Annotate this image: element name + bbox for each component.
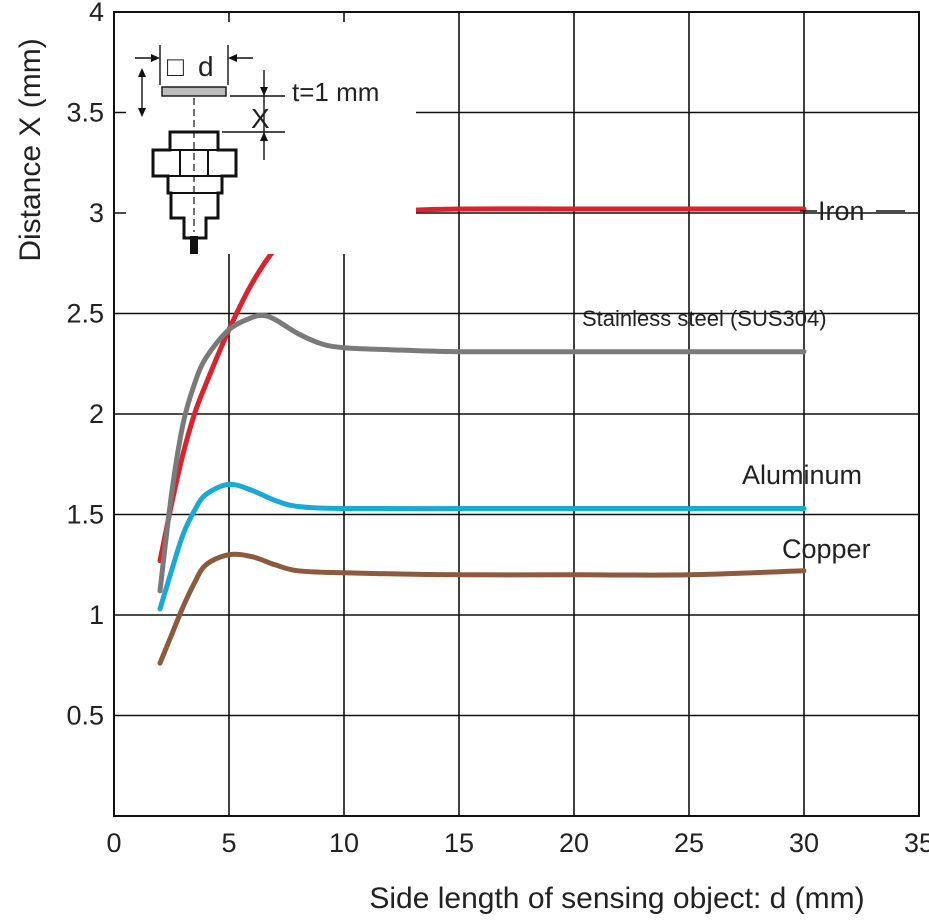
x-tick-label: 10 xyxy=(329,828,359,858)
inset-left-dim-down xyxy=(138,108,146,117)
x-tick-label: 35 xyxy=(904,828,929,858)
inset-x-label: X xyxy=(251,103,270,134)
inset-x-dim-top xyxy=(260,87,268,96)
x-tick-label: 25 xyxy=(674,828,704,858)
y-tick-label: 4 xyxy=(89,0,104,27)
y-tick-label: 2.5 xyxy=(66,299,104,329)
inset-d-left-arrowhead xyxy=(151,54,160,62)
iron-label: Iron xyxy=(818,196,865,226)
y-tick-label: 0.5 xyxy=(66,701,104,731)
inset-sensor-cable xyxy=(190,236,198,254)
series-line-aluminum xyxy=(157,481,807,612)
inset-left-dim-up xyxy=(138,68,146,77)
sus-label: Stainless steel (SUS304) xyxy=(582,306,827,331)
x-tick-label: 20 xyxy=(559,828,589,858)
y-tick-label: 1 xyxy=(89,600,104,630)
inset-t-label: t=1 mm xyxy=(292,77,379,107)
copper-label: Copper xyxy=(782,534,871,564)
inset-square-symbol: □ xyxy=(167,51,184,82)
x-axis-title: Side length of sensing object: d (mm) xyxy=(369,882,864,915)
x-tick-label: 5 xyxy=(221,828,236,858)
inset-d-right-arrowhead xyxy=(228,54,237,62)
series-line-copper xyxy=(157,551,807,666)
inset-x-dim-bottom xyxy=(260,132,268,141)
y-axis-title: Distance X (mm) xyxy=(14,38,47,261)
tick-labels: 0 5 10 15 20 25 30 35 0.5 1 1.5 2 2.5 3 3.5 4 xyxy=(66,0,929,858)
x-tick-label: 0 xyxy=(106,828,121,858)
y-tick-label: 2 xyxy=(89,399,104,429)
inset-sensor-body xyxy=(151,130,238,240)
y-tick-label: 3.5 xyxy=(66,98,104,128)
x-tick-label: 15 xyxy=(444,828,474,858)
sensor-inset-diagram: □ d X t=1 mm xyxy=(126,22,416,254)
inset-target-plate xyxy=(161,86,227,97)
series-line-stainless-steel-sus304 xyxy=(157,312,807,594)
y-tick-label: 1.5 xyxy=(66,500,104,530)
aluminum-label: Aluminum xyxy=(742,460,862,490)
inset-d-label: d xyxy=(198,51,214,82)
x-tick-label: 30 xyxy=(789,828,819,858)
y-tick-label: 3 xyxy=(89,198,104,228)
